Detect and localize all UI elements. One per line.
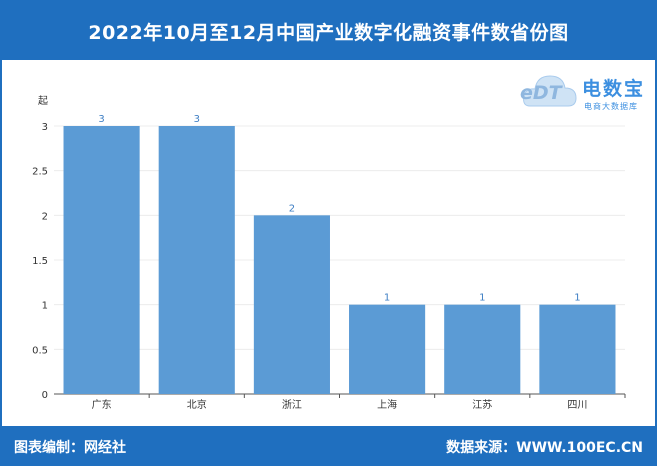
bar-data-label: 1 [574,293,580,304]
bar [63,126,140,394]
footer-author: 图表编制：网经社 [14,440,126,456]
y-tick-label: 2 [42,211,48,222]
logo-subtitle: 电商大数据库 [584,102,638,111]
bar-data-label: 3 [194,114,200,125]
bar [349,304,426,394]
y-tick-label: 2.5 [32,167,48,178]
x-tick-label: 北京 [187,398,207,411]
y-tick-label: 3 [42,122,48,133]
footer-source: 数据来源：WWW.100EC.CN [446,440,643,456]
chart-title: 2022年10月至12月中国产业数字化融资事件数省份图 [2,2,655,60]
edt-logo: eDT 电数宝 电商大数据库 [520,62,655,122]
bar-data-label: 3 [98,114,104,125]
y-tick-label: 0 [42,390,48,401]
x-tick-label: 上海 [377,398,397,411]
cloud-icon [523,75,577,107]
y-tick-label: 1 [42,301,48,312]
bar [539,304,616,394]
logo-mark: eDT [520,82,562,104]
x-tick-label: 浙江 [282,399,302,411]
bar-chart: 0 0.5 1 1.5 2 2.5 3 起 3 广东 3 北京 2 浙江 1 上海 1 江苏 1 四川 [32,95,626,411]
bar-data-label: 1 [384,293,390,304]
bar-data-label: 1 [479,293,485,304]
x-tick-label: 广东 [92,398,112,411]
x-tick-label: 江苏 [472,398,492,411]
bar-data-label: 2 [289,203,295,214]
y-tick-label: 1.5 [32,256,48,267]
logo-title: 电数宝 [582,78,646,100]
bar [253,215,330,394]
y-axis-unit: 起 [38,95,48,107]
x-tick-label: 四川 [567,400,587,411]
bar [158,126,235,394]
y-tick-label: 0.5 [32,345,48,356]
bar [444,304,521,394]
chart-footer: 图表编制：网经社 数据来源：WWW.100EC.CN [2,426,655,464]
